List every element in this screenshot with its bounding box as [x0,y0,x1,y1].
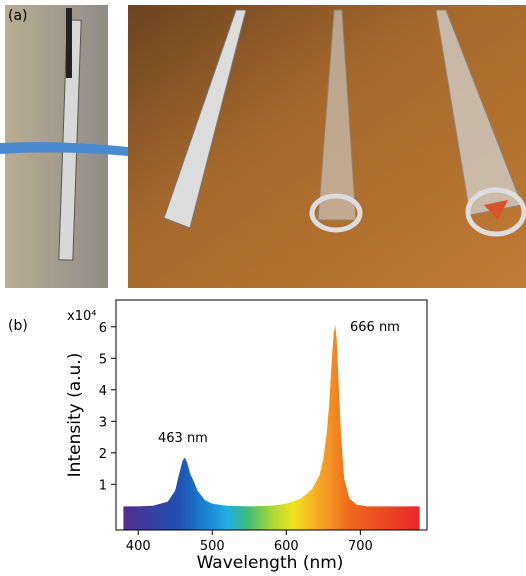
photo-left [0,5,128,288]
photo-right [128,5,526,288]
y-tick-label: 3 [99,415,107,430]
plot-frame [115,299,428,531]
y-tick-label: 5 [99,352,107,367]
x-tick-label: 700 [348,539,373,554]
y-tick-label: 2 [99,447,107,462]
panel-label: (b) [8,318,28,334]
y-axis-title: Intensity (a.u.) [65,353,85,478]
y-tick-label: 4 [99,384,107,399]
annotation: 666 nm [350,320,400,335]
panel-label: (a) [8,8,28,24]
x-tick-label: 600 [274,539,299,554]
x-axis-title: Wavelength (nm) [197,553,344,573]
plot: 400 500 600 700 1 2 3 4 5 6 [99,299,428,554]
spectrum-area [123,325,420,530]
y-tick-label: 1 [99,478,107,493]
x-tick-label: 500 [200,539,225,554]
y-multiplier: x10⁴ [67,309,96,324]
y-tick-label: 6 [99,321,107,336]
annotation: 463 nm [158,431,208,446]
x-tick-label: 400 [126,539,151,554]
